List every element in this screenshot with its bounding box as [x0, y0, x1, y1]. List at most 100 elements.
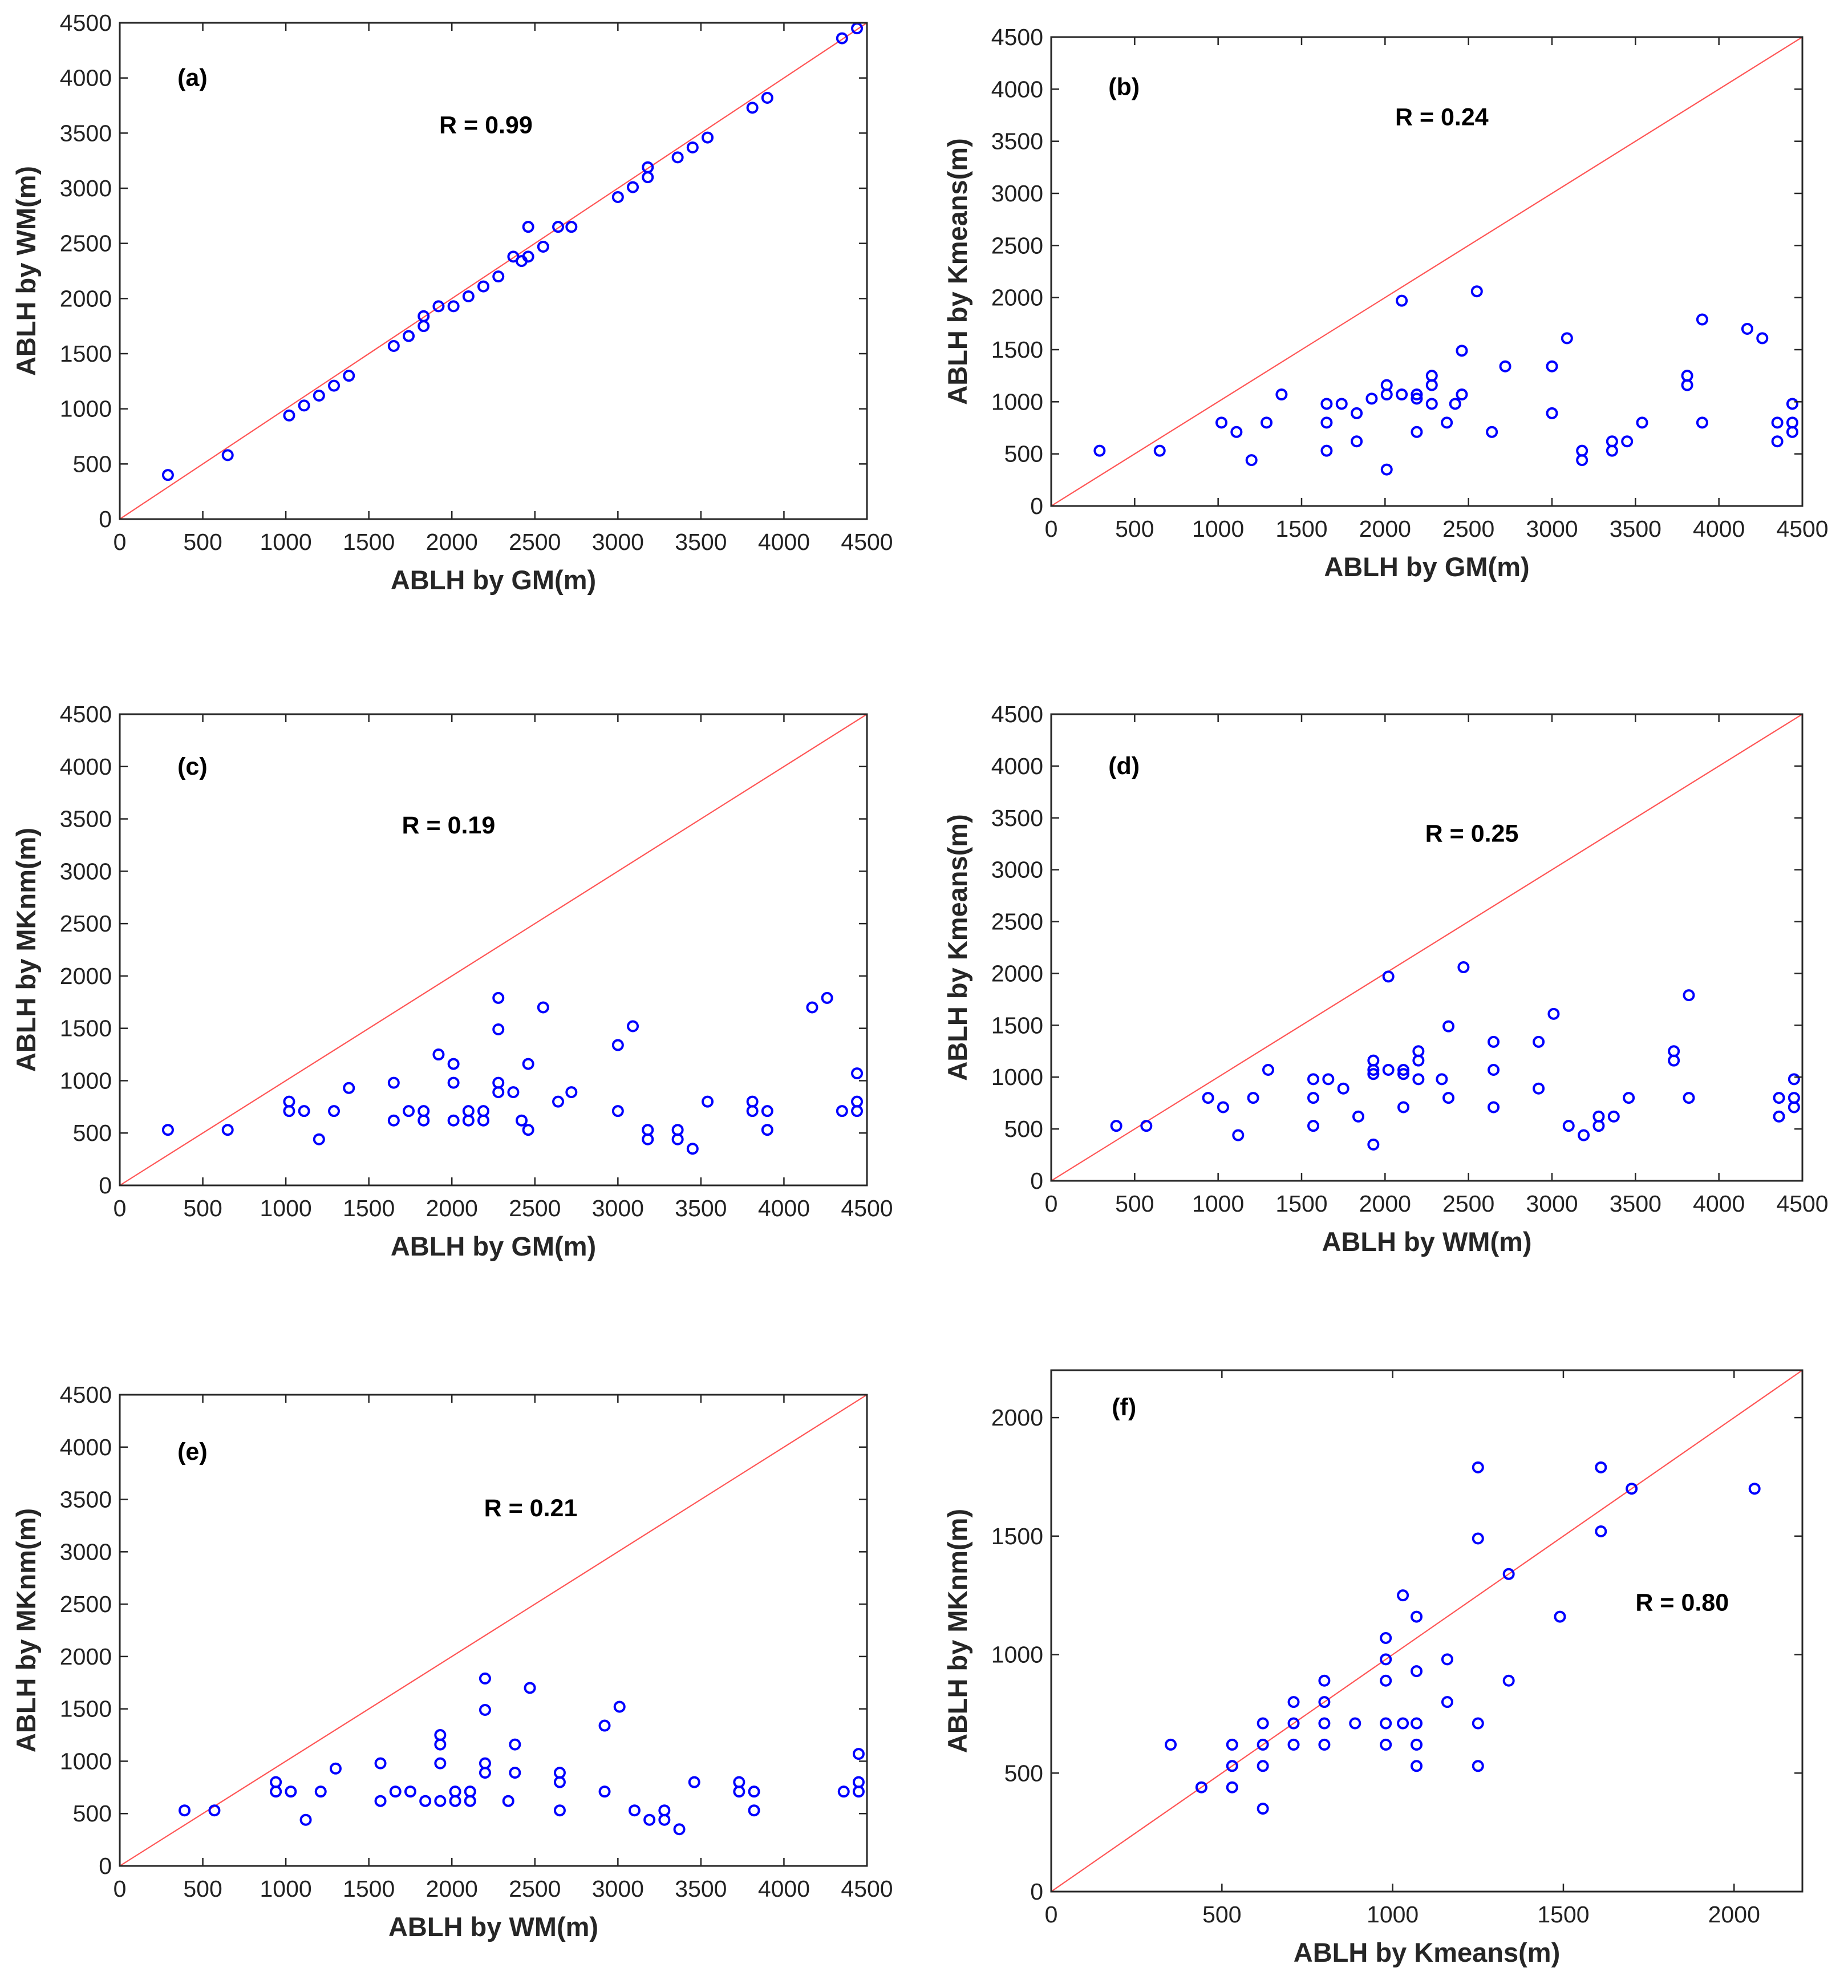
x-tick-label: 500	[183, 1195, 222, 1221]
scatter-point	[686, 141, 699, 153]
y-tick-label: 500	[73, 1120, 112, 1146]
scatter-point	[613, 1700, 626, 1713]
scatter-point	[522, 1124, 534, 1136]
y-tick-label: 3500	[991, 128, 1043, 155]
panel-e: 0 500 1000 1500 2000 2500 3000 3500 4000 4500 0 500…	[11, 1382, 893, 1942]
x-tick-label: 4500	[1776, 1191, 1828, 1217]
scatter-point	[1488, 1101, 1500, 1114]
scatter-point	[1247, 1092, 1259, 1104]
scatter-point	[761, 1124, 773, 1136]
scatter-point	[1397, 1063, 1410, 1076]
x-tick-label: 2000	[1359, 1191, 1411, 1217]
y-tick-label: 4000	[991, 753, 1043, 779]
scatter-point	[1397, 1101, 1410, 1114]
x-tick-label: 0	[1045, 1191, 1058, 1217]
scatter-point	[1456, 345, 1468, 357]
scatter-point	[1773, 1110, 1785, 1123]
scatter-point	[283, 409, 295, 422]
scatter-point	[1322, 1073, 1335, 1086]
scatter-point	[1547, 1007, 1560, 1020]
x-tick-label: 3500	[1610, 1191, 1661, 1217]
scatter-point	[1307, 1092, 1319, 1104]
scatter-point	[686, 1143, 699, 1155]
y-tick-label: 1000	[60, 1748, 112, 1774]
scatter-point	[1093, 444, 1106, 457]
scatter-point	[1683, 989, 1695, 1002]
y-tick-label: 2500	[991, 232, 1043, 258]
scatter-point	[374, 1795, 387, 1807]
scatter-point	[627, 181, 639, 193]
scatter-point	[1561, 332, 1573, 345]
x-tick-label: 1000	[260, 1195, 312, 1221]
y-tick-label: 2000	[60, 285, 112, 311]
x-tick-label: 1500	[343, 529, 395, 555]
reference-line	[1051, 714, 1802, 1181]
scatter-point	[1351, 435, 1363, 448]
scatter-point	[479, 1672, 491, 1685]
x-tick-label: 0	[114, 529, 127, 555]
correlation-annotation: R = 0.24	[1395, 104, 1489, 131]
y-tick-label: 500	[1004, 1760, 1043, 1786]
y-tick-label: 2000	[60, 1643, 112, 1670]
panel-label: (d)	[1108, 752, 1140, 780]
x-tick-label: 3500	[675, 529, 727, 555]
scatter-point	[1411, 1610, 1423, 1623]
scatter-point	[1595, 1461, 1607, 1473]
scatter-point	[1788, 1073, 1800, 1086]
scatter-point	[1502, 1568, 1515, 1580]
y-tick-label: 500	[73, 451, 112, 477]
scatter-point	[434, 1757, 447, 1770]
scatter-point	[598, 1719, 611, 1732]
y-tick-label: 1000	[60, 1067, 112, 1094]
scatter-point	[1786, 398, 1798, 410]
scatter-point	[1367, 1138, 1380, 1151]
scatter-point	[387, 339, 400, 352]
x-axis-label: ABLH by WM(m)	[388, 1912, 598, 1942]
y-tick-label: 2000	[991, 960, 1043, 986]
scatter-point	[746, 102, 759, 114]
x-tick-label: 1000	[260, 529, 312, 555]
scatter-points	[1093, 285, 1798, 476]
x-axis-label: ABLH by WM(m)	[1322, 1226, 1531, 1257]
y-tick-label: 3000	[60, 1538, 112, 1565]
y-axis-label: ABLH by MKnm(m)	[11, 828, 41, 1072]
scatter-point	[1546, 360, 1558, 373]
scatter-point	[1257, 1803, 1269, 1815]
scatter-point	[314, 1785, 327, 1798]
scatter-point	[298, 1105, 310, 1118]
scatter-point	[343, 1082, 355, 1094]
panel-d: 0 500 1000 1500 2000 2500 3000 3500 4000 4500 0 500…	[942, 701, 1829, 1257]
correlation-annotation: R = 0.80	[1635, 1589, 1729, 1617]
x-tick-label: 3000	[592, 1876, 644, 1902]
scatter-point	[1349, 1717, 1361, 1730]
axes-frame	[119, 22, 868, 520]
axes-frame	[1050, 36, 1804, 507]
scatter-point	[1411, 392, 1423, 405]
scatter-point	[1226, 1738, 1238, 1751]
scatter-point	[852, 1785, 865, 1798]
y-tick-label: 0	[99, 1172, 112, 1199]
scatter-point	[1554, 1610, 1566, 1623]
scatter-point	[434, 1795, 447, 1807]
scatter-point	[1592, 1120, 1605, 1132]
scatter-point	[851, 1067, 864, 1080]
x-tick-label: 1500	[1275, 516, 1327, 542]
scatter-point	[1411, 1665, 1423, 1678]
scatter-point	[1488, 1063, 1500, 1076]
scatter-point	[1756, 332, 1769, 345]
scatter-point	[1396, 388, 1408, 401]
scatter-point	[598, 1785, 611, 1798]
y-tick-label: 3500	[60, 120, 112, 146]
scatter-point	[1681, 379, 1693, 391]
x-tick-label: 4500	[841, 1195, 893, 1221]
scatter-point	[628, 1804, 641, 1817]
scatter-point	[343, 370, 355, 382]
y-tick-label: 4500	[60, 701, 112, 727]
x-tick-label: 1500	[1275, 1191, 1327, 1217]
scatter-point	[1382, 970, 1395, 983]
x-tick-label: 0	[1045, 516, 1058, 542]
scatter-point	[449, 1795, 461, 1807]
scatter-point	[1576, 454, 1588, 467]
scatter-point	[1365, 392, 1378, 405]
panel-label: (f)	[1112, 1394, 1136, 1421]
